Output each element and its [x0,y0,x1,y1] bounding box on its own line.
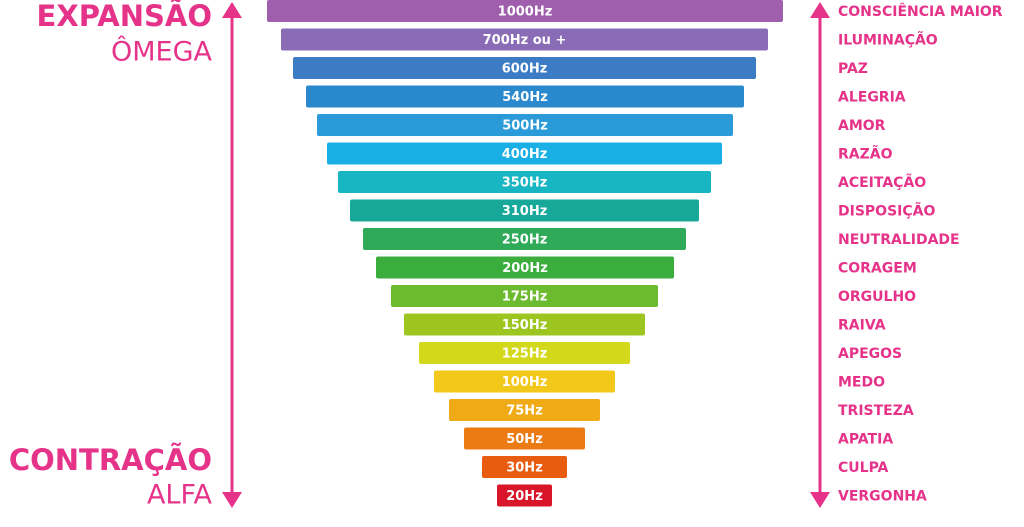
frequency-label: 350Hz [502,176,548,191]
frequency-label: 50Hz [506,432,543,447]
state-label: ORGULHO [838,289,916,305]
frequency-label: 400Hz [502,147,548,162]
frequency-label: 175Hz [502,290,548,305]
state-label: VERGONHA [838,489,927,505]
state-label: APATIA [838,432,893,448]
frequency-label: 500Hz [502,119,548,134]
level-bar [419,342,630,364]
level-bar [391,285,658,307]
frequency-label: 540Hz [502,90,548,105]
state-label: CONSCIÊNCIA MAIOR [838,3,1003,20]
level-bar [464,427,585,450]
level-bar [327,142,722,165]
left-top-subtitle: ÔMEGA [111,36,213,68]
level-bar [350,199,699,222]
frequency-label: 150Hz [502,318,548,333]
level-bar [338,171,711,193]
frequency-label: 30Hz [506,461,543,476]
frequency-label: 700Hz ou + [483,33,567,48]
frequency-label: 20Hz [506,489,543,504]
state-label: APEGOS [838,346,902,362]
left-bottom-title: CONTRAÇÃO [9,443,212,477]
frequency-label: 100Hz [502,375,548,390]
left-top-title: EXPANSÃO [37,0,212,33]
left-bottom-subtitle: ALFA [147,480,213,511]
frequency-label: 200Hz [502,261,548,276]
level-bar [267,0,783,22]
state-label: RAIVA [838,318,886,334]
level-bar [404,313,645,336]
left-arrow [222,2,242,508]
level-bar [306,85,744,108]
state-label: MEDO [838,375,885,391]
level-bar [281,28,768,51]
level-bar [363,228,686,250]
level-bar [376,256,674,279]
level-bar [317,114,733,136]
level-bar [434,370,615,393]
right-arrow [810,2,830,508]
frequency-label: 75Hz [506,404,543,419]
state-label: PAZ [838,61,868,77]
level-bar [482,456,567,478]
frequency-label: 600Hz [502,62,548,77]
frequency-label: 1000Hz [498,5,553,20]
state-label: CORAGEM [838,261,917,277]
frequency-label: 310Hz [502,204,548,219]
state-label: RAZÃO [838,146,893,163]
state-label: TRISTEZA [838,403,914,419]
state-label: ILUMINAÇÃO [838,32,938,49]
state-label: DISPOSIÇÃO [838,203,935,220]
state-label: ACEITAÇÃO [838,174,926,191]
level-bar [293,57,756,79]
state-label: ALEGRIA [838,90,906,106]
frequency-label: 125Hz [502,347,548,362]
state-label: NEUTRALIDADE [838,232,960,248]
state-label: AMOR [838,118,886,134]
state-label: CULPA [838,460,889,476]
frequency-label: 250Hz [502,233,548,248]
level-bar [497,484,552,507]
level-bar [449,399,600,421]
